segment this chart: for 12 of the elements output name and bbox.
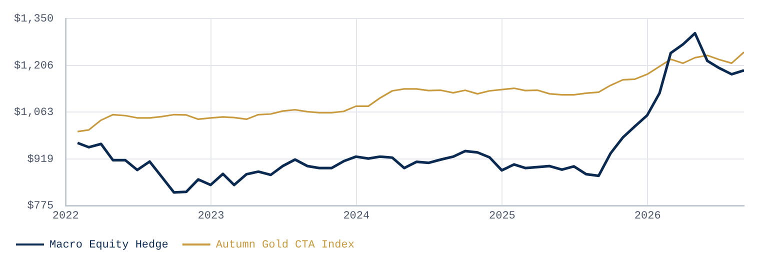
x-tick-label: 2026: [634, 210, 661, 222]
y-tick-label: $775: [27, 200, 54, 213]
y-tick-label: $1,350: [14, 14, 54, 26]
y-tick-label: $1,206: [14, 60, 54, 72]
x-tick-label: 2024: [343, 210, 370, 222]
x-tick-label: 2022: [52, 210, 79, 222]
y-tick-label: $1,063: [14, 106, 54, 119]
y-tick-label: $919: [27, 154, 54, 166]
legend-label: Autumn Gold CTA Index: [216, 239, 355, 252]
x-tick-label: 2023: [198, 210, 224, 222]
legend-label: Macro Equity Hedge: [50, 239, 168, 252]
x-tick-label: 2025: [488, 210, 516, 222]
